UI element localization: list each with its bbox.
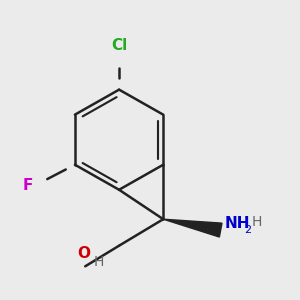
Text: 2: 2: [244, 225, 251, 235]
Text: H: H: [252, 215, 262, 229]
Polygon shape: [163, 219, 222, 237]
Text: NH: NH: [225, 216, 250, 231]
Text: O: O: [77, 246, 90, 261]
Text: F: F: [22, 178, 33, 193]
Text: H: H: [94, 256, 104, 269]
Text: Cl: Cl: [111, 38, 127, 53]
